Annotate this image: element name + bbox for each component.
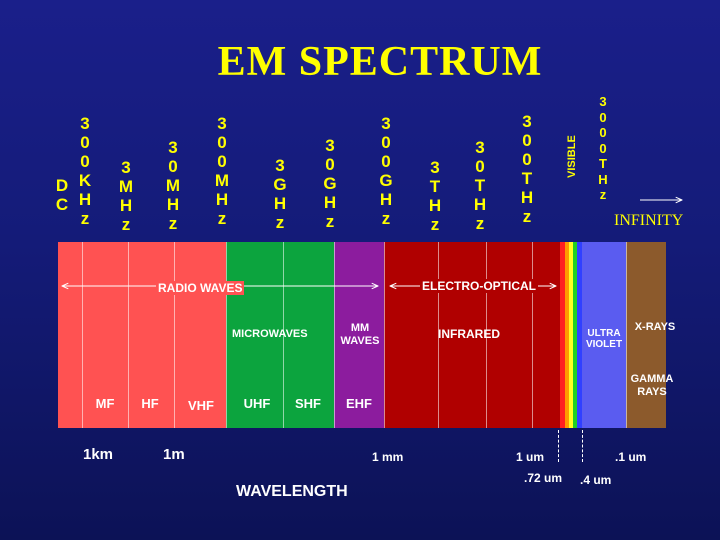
divider-line: [82, 242, 83, 428]
divider-line: [438, 242, 439, 428]
ultraviolet-band: [582, 242, 626, 428]
infrared-label: INFRARED: [438, 327, 500, 341]
divider-line: [532, 242, 533, 428]
wavelength-1km: 1km: [83, 446, 114, 463]
freq-label-3thz: 3 T H z: [428, 158, 442, 234]
band-mf: MF: [95, 396, 115, 411]
freq-label-3ghz: 3 G H z: [273, 156, 287, 232]
wavelength-tick: [558, 430, 559, 462]
wavelength-axis-label: WAVELENGTH: [236, 483, 348, 500]
radio-band: [58, 242, 226, 428]
freq-label-300ghz: 3 0 0 G H z: [379, 114, 393, 228]
freq-label-300khz: 3 0 0 K H z: [78, 114, 92, 228]
xray-gamma-band: [626, 242, 666, 428]
divider-line: [334, 242, 335, 428]
band-ehf: EHF: [346, 396, 372, 411]
band-vhf: VHF: [188, 398, 214, 413]
freq-label-30ghz: 3 0 G H z: [323, 136, 337, 231]
freq-label-300mhz: 3 0 0 M H z: [214, 114, 230, 228]
divider-line: [226, 242, 227, 428]
wavelength-tick: [582, 430, 583, 462]
infrared-band: [384, 242, 560, 428]
wavelength-1um: 1 um: [516, 450, 545, 464]
wavelength-1m: 1m: [163, 446, 185, 463]
visible-band-blue: [577, 242, 582, 428]
divider-line: [384, 242, 385, 428]
mm-waves-band: [334, 242, 384, 428]
ultraviolet-label: ULTRA VIOLET: [585, 328, 623, 350]
x-rays-label: X-RAYS: [634, 321, 676, 333]
visible-band-orange: [565, 242, 569, 428]
mm-waves-label: MM WAVES: [340, 322, 380, 347]
freq-label-3mhz: 3 M H z: [118, 158, 134, 234]
divider-line: [128, 242, 129, 428]
band-shf: SHF: [295, 396, 321, 411]
wavelength-1mm: 1 mm: [372, 450, 404, 464]
divider-line: [486, 242, 487, 428]
freq-label-30mhz: 3 0 M H z: [165, 138, 181, 233]
freq-label-30thz: 3 0 T H z: [473, 138, 487, 233]
infinity-label: INFINITY: [614, 212, 684, 229]
page-title: EM SPECTRUM: [217, 39, 543, 85]
radio-waves-label: RADIO WAVES: [156, 281, 245, 295]
divider-line: [174, 242, 175, 428]
electro-optical-label: ELECTRO-OPTICAL: [420, 279, 538, 293]
microwave-band: [226, 242, 334, 428]
wavelength-072um: .72 um: [524, 471, 563, 485]
divider-line: [626, 242, 627, 428]
visible-band-red: [560, 242, 565, 428]
band-hf: HF: [141, 396, 159, 411]
freq-label-dc: D C: [55, 176, 69, 214]
wavelength-04um: .4 um: [580, 473, 612, 487]
microwaves-label: MICROWAVES: [232, 328, 308, 340]
freq-label-300thz: 3 0 0 T H z: [520, 112, 534, 226]
divider-line: [283, 242, 284, 428]
wavelength-01um: .1 um: [615, 450, 647, 464]
visible-band-yellow: [569, 242, 573, 428]
freq-label-3000thz: 3 0 0 0 T H z: [598, 94, 608, 202]
visible-band-green: [573, 242, 577, 428]
band-uhf: UHF: [243, 396, 271, 411]
gamma-rays-label: GAMMA RAYS: [630, 373, 674, 398]
